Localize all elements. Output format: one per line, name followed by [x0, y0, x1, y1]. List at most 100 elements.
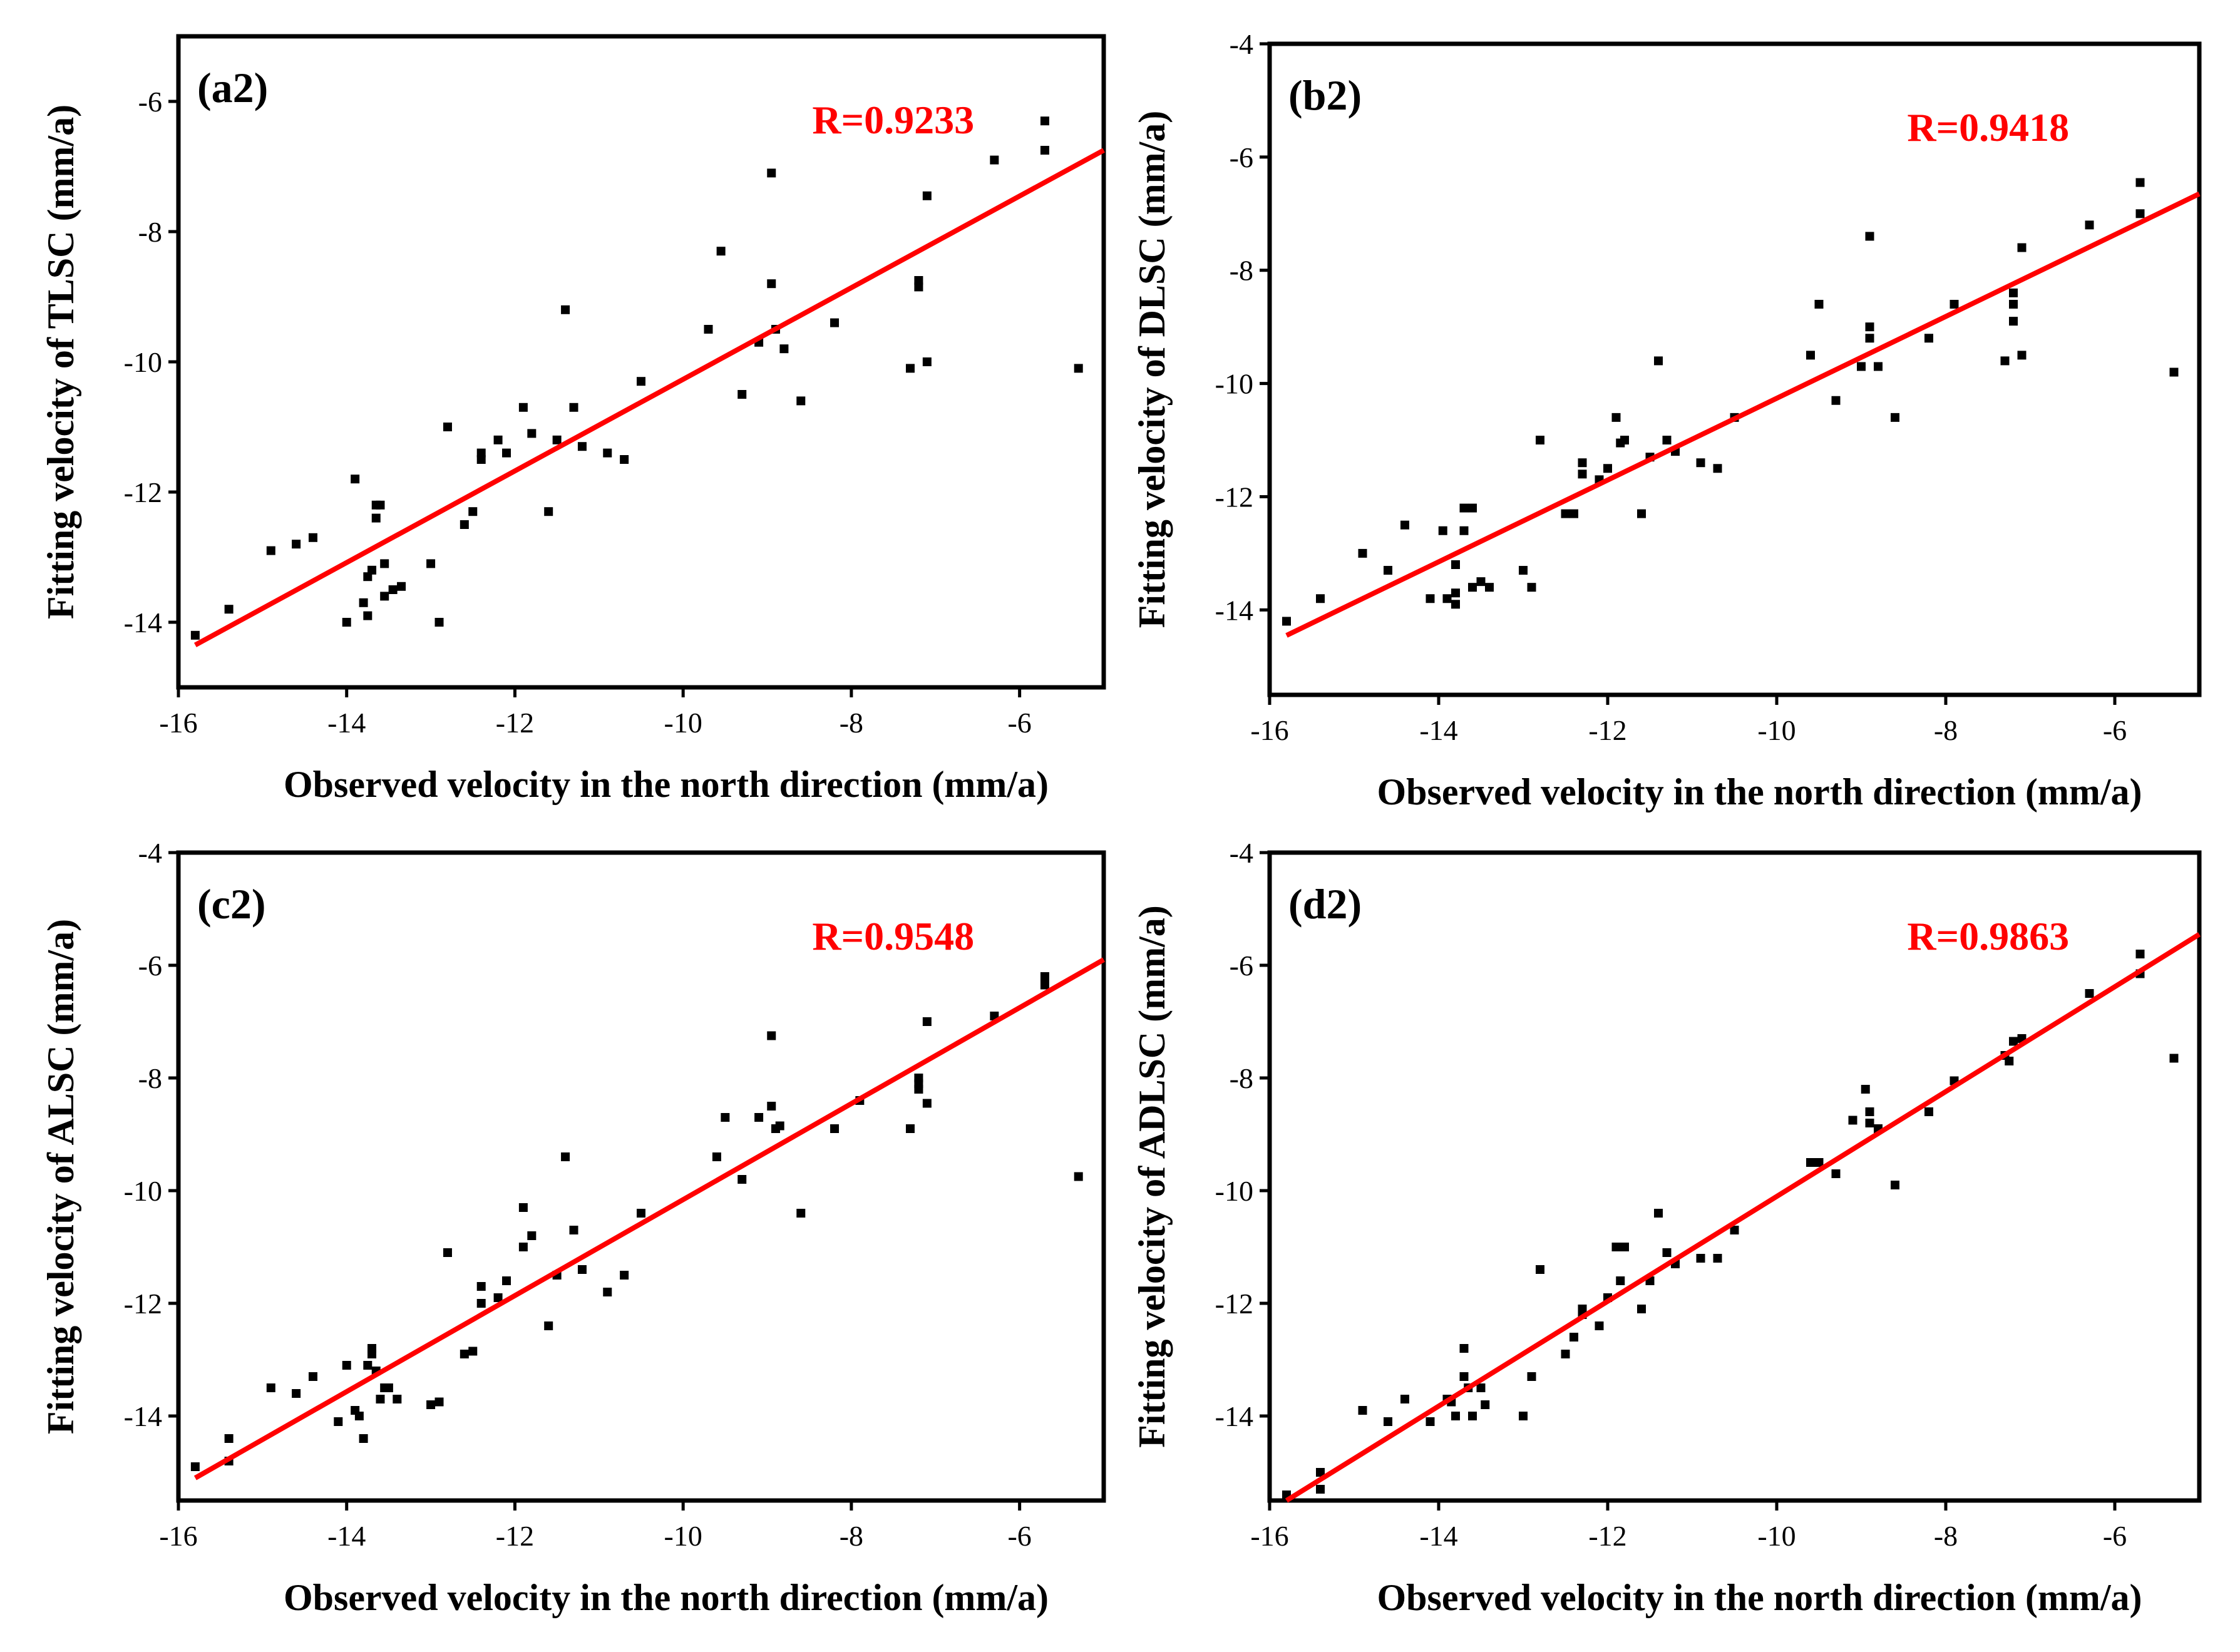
y-tick-label: -12: [1215, 481, 1253, 513]
data-point: [552, 435, 562, 444]
data-point: [1426, 1417, 1435, 1426]
data-point: [2017, 351, 2027, 360]
data-point: [468, 1347, 478, 1356]
panel-label: (b2): [1288, 71, 1362, 119]
data-point: [334, 1417, 343, 1426]
x-tick-label: -14: [1419, 1520, 1457, 1552]
data-point: [443, 423, 452, 431]
plot-frame: [1267, 41, 2202, 697]
x-axis-title: Observed velocity in the north direction…: [284, 764, 1049, 805]
data-point: [518, 1203, 528, 1212]
data-point: [544, 507, 553, 516]
data-point: [1696, 1254, 1705, 1263]
chart-panel-2: -16 -14 -12 -10 -8 -6 -14 -12 -10 -8 -6 -4 (b2) R=0.9…: [1131, 28, 2202, 813]
data-point: [2009, 288, 2018, 297]
y-axis-title: Fitting velocity of ALSC (mm/a): [40, 919, 81, 1434]
data-point: [1865, 232, 1874, 241]
x-tick-label: -6: [1007, 707, 1031, 739]
data-point: [569, 1226, 578, 1234]
data-point: [1662, 436, 1672, 445]
data-point: [830, 1124, 840, 1133]
data-point: [1848, 1116, 1857, 1125]
data-point: [1806, 351, 1815, 360]
chart-panel-1: -16 -14 -12 -10 -8 -6 -14 -12 -10 -8 -6 (a2) R=0.923…: [40, 34, 1106, 805]
data-point: [518, 1243, 528, 1251]
panel-label: (a2): [197, 64, 268, 111]
data-point: [620, 1271, 629, 1280]
y-tick-label: -8: [1230, 255, 1253, 287]
data-point: [434, 1397, 444, 1407]
data-point: [1654, 1209, 1663, 1218]
x-tick-label: -12: [496, 707, 534, 739]
y-tick-label: -14: [124, 607, 162, 639]
data-point: [434, 618, 444, 627]
data-point: [1865, 1119, 1874, 1127]
data-point: [1451, 588, 1460, 598]
data-point: [544, 1321, 553, 1330]
data-point: [2135, 209, 2145, 218]
data-point: [266, 1383, 275, 1392]
data-point: [1814, 1158, 1824, 1167]
data-point: [1451, 600, 1460, 609]
data-point: [493, 1293, 503, 1302]
data-point: [1519, 1412, 1528, 1420]
data-point: [1527, 1372, 1536, 1381]
data-point: [1595, 1321, 1604, 1330]
y-tick-label: -14: [124, 1400, 162, 1432]
data-point: [476, 1299, 486, 1308]
data-point: [1806, 1158, 1815, 1167]
data-point: [1459, 526, 1469, 535]
x-tick-label: -8: [1934, 714, 1958, 746]
data-point: [1485, 583, 1494, 592]
y-tick-label: -6: [138, 86, 162, 118]
y-tick-label: -12: [1215, 1288, 1253, 1320]
data-point: [637, 1209, 645, 1218]
data-point: [1536, 436, 1544, 445]
data-point: [292, 540, 301, 549]
data-point: [1316, 1485, 1325, 1494]
y-tick-label: -10: [1215, 1175, 1253, 1207]
correlation-label: R=0.9548: [812, 914, 974, 958]
x-tick-label: -12: [1588, 1520, 1626, 1552]
x-tick-label: -8: [840, 1520, 863, 1552]
data-point: [1570, 509, 1578, 518]
data-point: [603, 448, 612, 458]
data-point: [1662, 1248, 1672, 1257]
fit-line: [193, 957, 1105, 1480]
data-point: [2135, 178, 2145, 187]
data-point: [1459, 1344, 1469, 1353]
correlation-label: R=0.9418: [1907, 105, 2069, 150]
fit-line: [1285, 192, 2201, 638]
data-point: [1891, 413, 1899, 422]
x-axis-title: Observed velocity in the north direction…: [1377, 771, 2142, 813]
data-point: [1874, 362, 1883, 371]
x-tick-label: -6: [2103, 1520, 2127, 1552]
data-point: [704, 325, 713, 334]
data-point: [922, 1099, 932, 1108]
y-axis-title: Fitting velocity of DLSC (mm/a): [1131, 111, 1173, 628]
data-point: [1891, 1181, 1899, 1189]
x-tick-label: -12: [496, 1520, 534, 1552]
data-point: [363, 1361, 372, 1370]
data-point: [1578, 458, 1587, 468]
data-point: [393, 1395, 402, 1403]
data-point: [754, 1113, 764, 1122]
data-point: [443, 1248, 452, 1257]
data-point: [721, 1113, 730, 1122]
data-point: [1384, 1417, 1392, 1426]
data-point: [502, 1276, 511, 1285]
data-point: [359, 598, 368, 607]
data-point: [1620, 1243, 1629, 1251]
chart-panel-3: -16 -14 -12 -10 -8 -6 -14 -12 -10 -8 -6 -4 (c2) R=0.9…: [40, 837, 1106, 1618]
data-point: [1476, 577, 1486, 587]
data-point: [1074, 1172, 1083, 1181]
data-point: [1400, 520, 1409, 530]
data-point: [354, 1412, 364, 1420]
data-point: [922, 191, 932, 200]
data-point: [767, 1102, 776, 1111]
data-point: [1713, 464, 1722, 473]
data-point: [577, 1265, 587, 1274]
data-point: [2005, 1057, 2014, 1065]
data-point: [190, 630, 200, 640]
data-point: [2009, 1037, 2018, 1046]
